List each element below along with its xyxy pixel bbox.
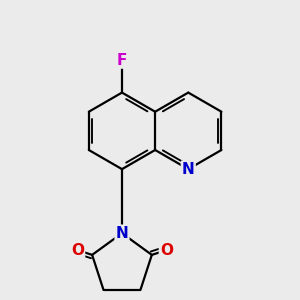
Text: O: O bbox=[160, 243, 173, 258]
Text: O: O bbox=[71, 243, 84, 258]
Text: N: N bbox=[182, 162, 195, 177]
Text: F: F bbox=[117, 52, 127, 68]
Text: N: N bbox=[116, 226, 128, 241]
